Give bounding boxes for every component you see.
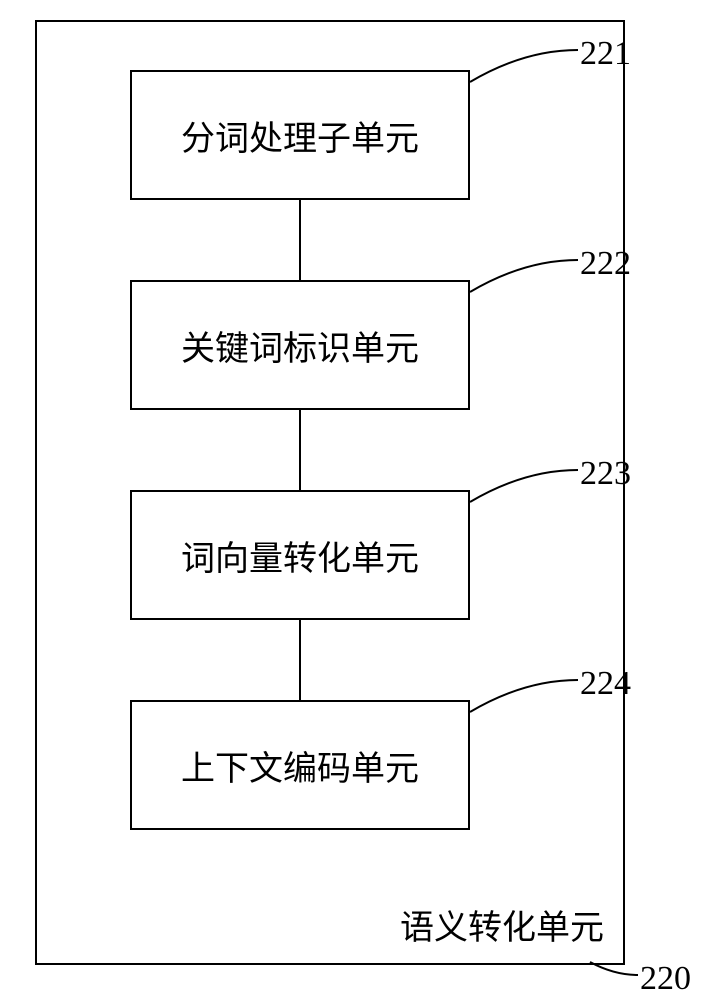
- node-tokenize-subunit: 分词处理子单元: [130, 70, 470, 200]
- edge-n1-n2: [299, 200, 301, 280]
- ref-label-220: 220: [640, 960, 691, 998]
- leader-222: [466, 256, 582, 296]
- diagram-canvas: 分词处理子单元 关键词标识单元 词向量转化单元 上下文编码单元 221 222 …: [0, 0, 723, 1000]
- ref-label-223: 223: [580, 455, 631, 493]
- node-context-encode-unit: 上下文编码单元: [130, 700, 470, 830]
- node-label: 词向量转化单元: [181, 531, 419, 580]
- outer-title: 语义转化单元: [400, 900, 604, 949]
- leader-223: [466, 466, 582, 506]
- edge-n3-n4: [299, 620, 301, 700]
- ref-label-222: 222: [580, 245, 631, 283]
- node-label: 上下文编码单元: [181, 741, 419, 790]
- node-label: 关键词标识单元: [181, 321, 419, 370]
- edge-n2-n3: [299, 410, 301, 490]
- leader-224: [466, 676, 582, 716]
- ref-label-224: 224: [580, 665, 631, 703]
- node-word-vector-convert-unit: 词向量转化单元: [130, 490, 470, 620]
- node-keyword-identify-unit: 关键词标识单元: [130, 280, 470, 410]
- node-label: 分词处理子单元: [181, 111, 419, 160]
- leader-221: [466, 46, 582, 86]
- leader-220: [586, 958, 642, 979]
- ref-label-221: 221: [580, 35, 631, 73]
